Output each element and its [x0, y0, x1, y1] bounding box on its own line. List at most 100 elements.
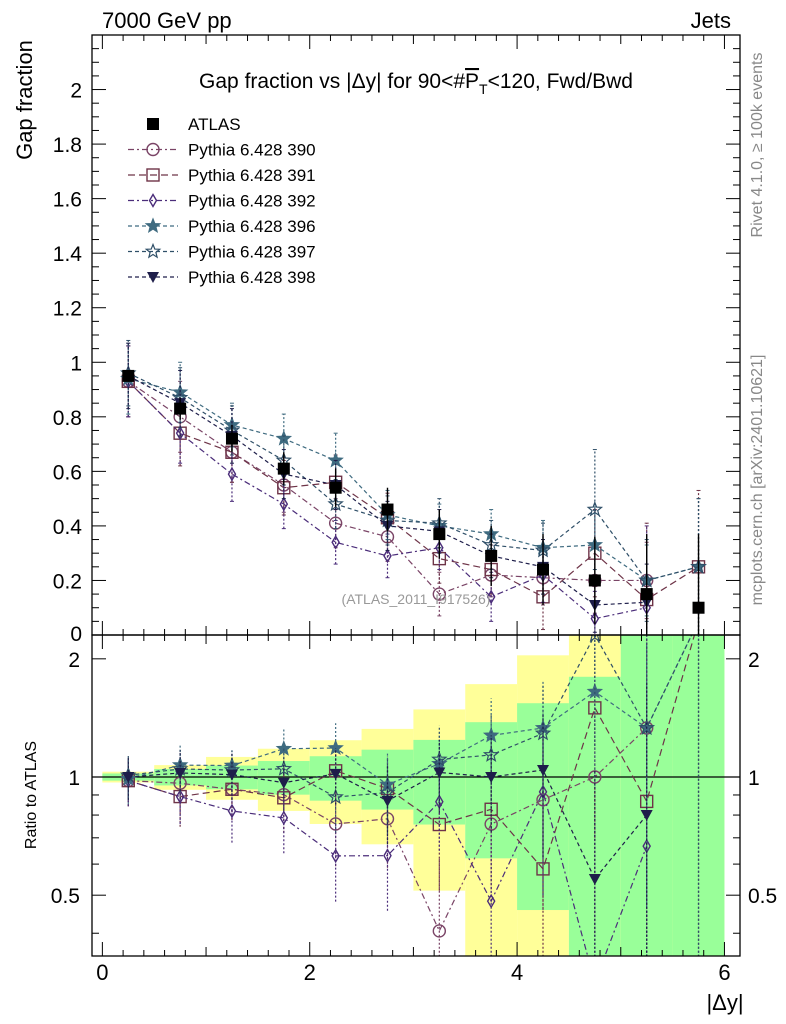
axes: 0 2 4 6 0.2 0.4 0.6 0.8 1 1.2 1.4 1.6 1.8 2 0 0.5 0.5 1 1 2… [51, 34, 777, 985]
series-ratio-line [128, 635, 693, 798]
y-tick-label: 0 [70, 623, 82, 646]
legend-label: Pythia 6.428 391 [188, 166, 316, 185]
ratio-point [277, 777, 290, 789]
ratio-point [329, 768, 342, 780]
atlas-point [692, 601, 705, 614]
ratio-point [328, 817, 343, 831]
ratio-point [225, 769, 238, 781]
ratio-point [591, 976, 598, 988]
legend-marker [147, 118, 159, 130]
legend-entry: Pythia 6.428 391 [128, 166, 316, 185]
ratio-point [223, 756, 241, 773]
y-tick-label: 0.4 [53, 516, 83, 539]
legend-marker [146, 142, 160, 157]
analysis-label: (ATLAS_2011_I917526) [342, 591, 491, 607]
title-p: P [465, 70, 479, 93]
data-point [327, 495, 344, 512]
y-tick-label: 1.4 [53, 243, 83, 266]
atlas-point [433, 528, 446, 541]
data-point [227, 466, 237, 482]
legend-marker [148, 193, 158, 208]
ratio-point [485, 772, 498, 784]
atlas-point [122, 369, 135, 382]
y-tick-label: 0.8 [53, 407, 82, 430]
data-point [432, 587, 447, 601]
ratio-point [331, 848, 340, 864]
x-tick-label: 2 [304, 960, 316, 985]
legend-label: Pythia 6.428 397 [188, 243, 316, 262]
ratio-plot-area [119, 635, 700, 988]
legend-entry: Pythia 6.428 392 [128, 192, 316, 211]
atlas-point [640, 588, 653, 601]
y-axis-title: Gap fraction [12, 40, 37, 160]
y-tick-label: 1.6 [53, 189, 82, 212]
ratio-point [227, 803, 237, 819]
ratio-point [486, 893, 496, 909]
atlas-point [537, 563, 550, 576]
series-line [128, 378, 699, 582]
legend-label: ATLAS [188, 115, 241, 134]
data-point [486, 589, 496, 605]
legend-marker [144, 217, 162, 234]
x-tick-label: 6 [718, 960, 730, 985]
data-point [328, 516, 343, 530]
y-tick-label: 1 [70, 352, 82, 375]
ratio-point [432, 924, 447, 938]
y-tick-label: 1.2 [53, 298, 82, 321]
y-tick-label: 0.6 [53, 461, 82, 484]
legend-label: Pythia 6.428 396 [188, 217, 316, 236]
data-point [175, 425, 185, 441]
legend-label: Pythia 6.428 392 [188, 192, 316, 211]
rivet-label: Rivet 4.1.0, ≥ 100k events [749, 53, 766, 238]
ratio-point [433, 767, 446, 779]
ratio-point [640, 810, 653, 822]
atlas-point [588, 574, 601, 587]
series-ratio-line [128, 635, 696, 871]
chart-title: Gap fraction vs |Δy| for 90<#PT<120, Fwd… [199, 70, 633, 97]
y-tick-label: 0.2 [53, 570, 82, 593]
atlas-point [381, 503, 394, 516]
ratio-point [175, 789, 185, 804]
legend-label: Pythia 6.428 398 [188, 268, 316, 287]
data-point [586, 500, 604, 517]
ratio-point [431, 750, 448, 767]
y-tick-label: 2 [70, 80, 82, 103]
ratio-point [122, 772, 135, 784]
ratio-tick-label-right: 1 [748, 767, 760, 790]
data-point [327, 451, 344, 468]
x-axis-title: |Δy| [706, 990, 743, 1015]
atlas-point [225, 432, 238, 445]
ratio-point [588, 873, 601, 885]
ratio-point [381, 795, 394, 807]
legend-marker [146, 168, 160, 182]
title-suffix: <120, Fwd/Bwd [488, 70, 633, 93]
series-line [127, 380, 699, 601]
ratio-point [174, 767, 187, 779]
ratio-point [586, 682, 604, 699]
ratio-point [589, 635, 600, 643]
ratio-tick-label: 1 [68, 767, 80, 790]
atlas-point [174, 402, 187, 415]
legend-entry: ATLAS [147, 115, 241, 134]
title-subscript-t: T [479, 81, 488, 97]
x-tick-label: 0 [96, 960, 108, 985]
ratio-point [275, 740, 293, 756]
mcplots-label: mcplots.cern.ch [arXiv:2401.10621] [749, 355, 766, 606]
legend-label: Pythia 6.428 390 [188, 141, 316, 160]
ratio-tick-label: 0.5 [51, 885, 80, 908]
legend-entry: Pythia 6.428 398 [128, 268, 316, 287]
x-tick-label: 4 [511, 960, 523, 985]
ratio-point [482, 746, 500, 762]
data-point [279, 496, 289, 512]
series-line [128, 372, 699, 582]
legend: ATLAS Pythia 6.428 390 Pythia 6.428 391 Pyt… [128, 115, 316, 287]
series-ratio-line [128, 780, 648, 956]
legend-marker [147, 272, 159, 283]
series-6-ratio [122, 683, 653, 956]
ratio-frame [91, 634, 741, 957]
title-prefix: Gap fraction vs |Δy| for 90<# [199, 70, 465, 93]
ratio-tick-label: 2 [68, 649, 80, 672]
legend-entry: Pythia 6.428 397 [128, 243, 316, 262]
atlas-point [277, 462, 290, 475]
